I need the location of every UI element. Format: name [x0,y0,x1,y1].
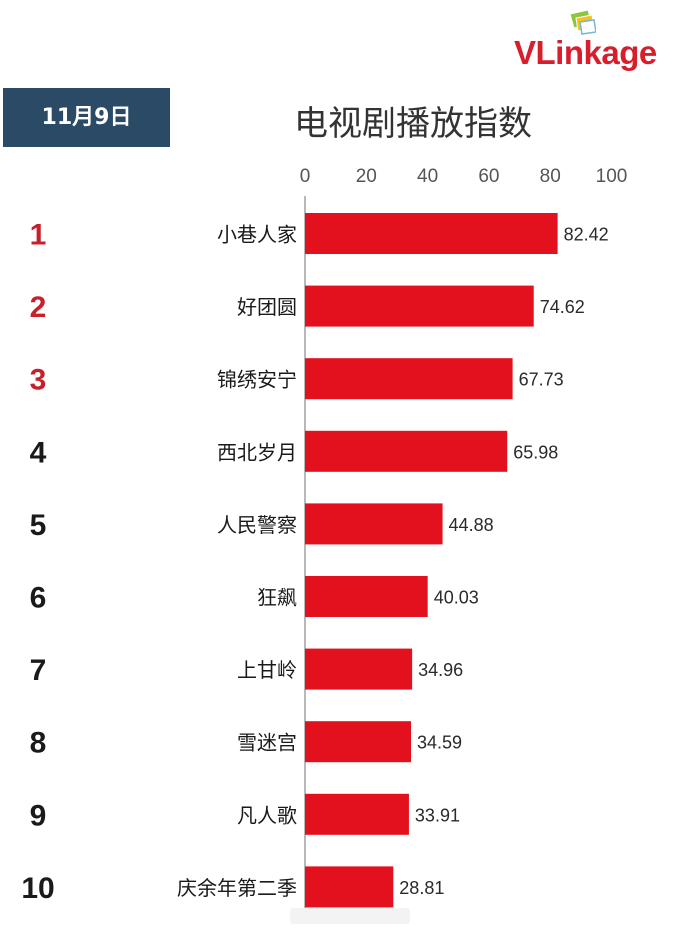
rank-number: 1 [30,219,47,252]
category-label: 凡人歌 [237,803,297,827]
value-label: 67.73 [519,370,564,390]
bar [305,503,443,545]
bar [305,358,513,400]
watermark-strip [290,908,410,924]
category-label: 小巷人家 [217,223,297,247]
rank-number: 3 [30,364,47,397]
bar [305,793,409,835]
category-label: 上甘岭 [237,658,297,682]
value-label: 34.96 [418,660,463,680]
x-tick-label: 20 [356,166,377,187]
x-tick-label: 60 [478,166,499,187]
bar [305,213,558,254]
rank-number: 2 [30,291,47,324]
category-label: 雪迷宫 [237,731,297,755]
category-label: 狂飙 [257,586,297,610]
x-tick-label: 80 [540,166,561,187]
logo-text: VLinkage [514,34,657,71]
x-tick-label: 100 [596,166,628,187]
category-label: 庆余年第二季 [177,876,297,900]
category-label: 锦绣安宁 [217,368,297,392]
value-label: 74.62 [540,297,585,317]
logo-mark-icon [569,10,596,35]
rank-number: 6 [30,582,47,615]
bar [305,576,428,617]
vlinkage-logo: VLinkage [512,10,672,74]
category-label: 人民警察 [217,513,297,537]
rank-number: 9 [30,799,47,832]
rank-number: 7 [30,654,47,687]
x-tick-label: 40 [417,166,438,187]
date-label: 11月9日 [41,105,132,130]
value-label: 44.88 [449,515,494,535]
rank-number: 10 [21,872,54,905]
rank-number: 8 [30,727,47,760]
value-label: 28.81 [399,878,444,898]
x-tick-label: 0 [300,166,311,187]
category-label: 好团圆 [237,295,297,319]
date-badge: 11月9日 [3,88,170,147]
value-label: 33.91 [415,805,460,825]
rank-number: 5 [30,509,47,542]
bar [305,430,508,472]
bar [305,285,534,327]
value-label: 82.42 [564,225,609,245]
value-label: 40.03 [434,588,479,608]
category-label: 西北岁月 [217,440,297,464]
chart-title: 电视剧播放指数 [294,104,532,144]
value-label: 34.59 [417,733,462,753]
rank-number: 4 [30,436,47,469]
bar [305,721,412,763]
value-label: 65.98 [513,442,558,462]
bar [305,648,413,690]
bar [305,866,394,908]
